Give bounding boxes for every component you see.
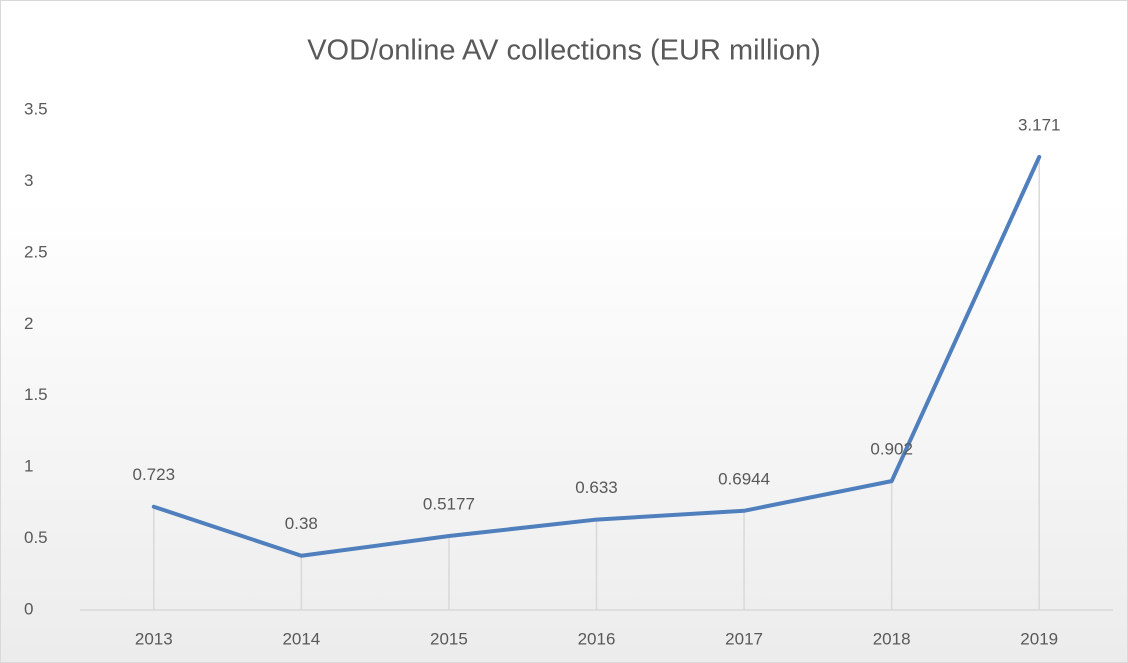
y-tick-label: 3 xyxy=(24,171,33,190)
data-label: 0.38 xyxy=(285,514,318,533)
y-tick-label: 1.5 xyxy=(24,385,48,404)
data-label: 0.902 xyxy=(870,440,913,459)
x-tick-label: 2017 xyxy=(725,629,763,648)
x-tick-label: 2019 xyxy=(1020,629,1058,648)
y-tick-label: 3.5 xyxy=(24,99,48,118)
x-tick-label: 2016 xyxy=(578,629,616,648)
x-tick-label: 2018 xyxy=(873,629,911,648)
data-line xyxy=(151,155,1042,558)
y-tick-label: 2.5 xyxy=(24,242,48,261)
data-label: 3.171 xyxy=(1018,115,1061,134)
data-label: 0.633 xyxy=(575,478,618,497)
y-tick-label: 1 xyxy=(24,457,33,476)
y-tick-label: 0.5 xyxy=(24,528,48,547)
chart-title: VOD/online AV collections (EUR million) xyxy=(307,35,821,67)
y-tick-label: 2 xyxy=(24,314,33,333)
data-label: 0.5177 xyxy=(423,495,475,514)
y-tick-label: 0 xyxy=(24,599,33,618)
data-label: 0.723 xyxy=(133,465,176,484)
x-tick-label: 2015 xyxy=(430,629,468,648)
data-label: 0.6944 xyxy=(718,469,770,488)
x-tick-label: 2014 xyxy=(282,629,320,648)
x-tick-label: 2013 xyxy=(135,629,173,648)
